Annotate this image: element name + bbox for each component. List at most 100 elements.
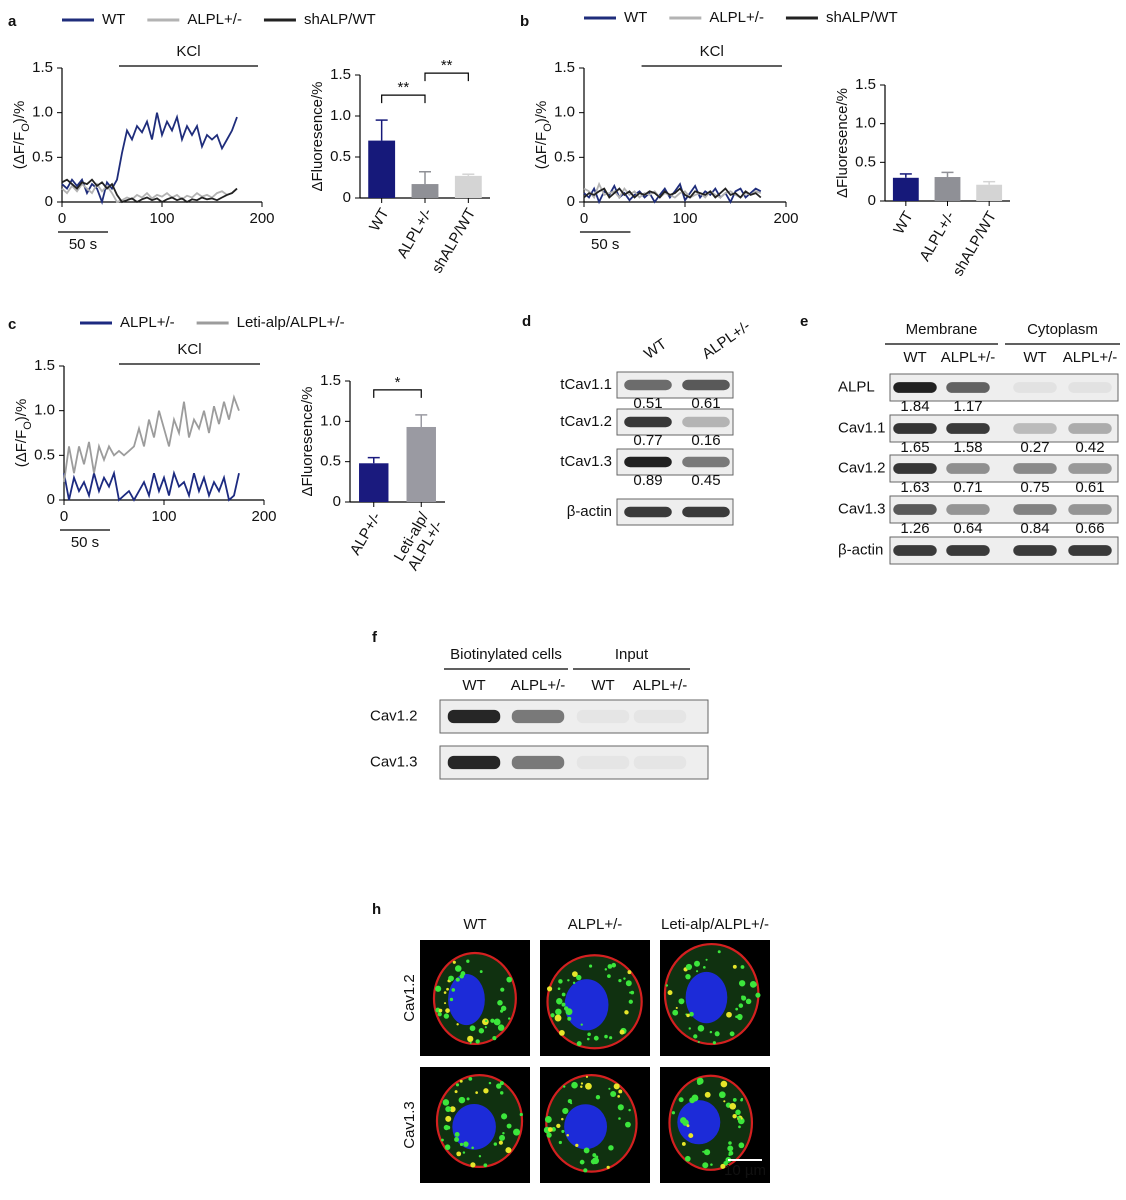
puncta <box>498 1140 503 1145</box>
puncta <box>606 1165 610 1169</box>
puncta <box>736 1013 743 1020</box>
y-tick-label: 1.0 <box>34 402 55 419</box>
puncta <box>709 1030 713 1034</box>
y-tick-label: 1.5 <box>330 66 351 83</box>
puncta <box>506 1123 512 1129</box>
puncta <box>496 1083 502 1089</box>
band-value: 0.66 <box>1075 520 1104 537</box>
scale-bar-label: 50 s <box>71 534 99 551</box>
y-tick-label: 1.0 <box>554 104 575 121</box>
puncta <box>493 1018 501 1026</box>
puncta <box>576 1041 582 1047</box>
puncta <box>595 1095 601 1100</box>
puncta <box>452 960 456 964</box>
row-label: Cav1.3 <box>838 500 886 517</box>
y-axis-title: ΔFluoresence/% <box>299 386 316 496</box>
x-tick-label: Leti-alp/ALPL+/- <box>390 509 447 574</box>
puncta <box>458 1096 466 1104</box>
puncta <box>627 970 632 975</box>
puncta <box>500 1005 507 1012</box>
column-label: WT <box>462 677 485 694</box>
band-value: 0.75 <box>1020 479 1049 496</box>
puncta <box>580 1082 584 1085</box>
blot-band <box>624 416 672 428</box>
puncta <box>475 1039 480 1044</box>
band-value: 0.27 <box>1020 439 1049 456</box>
band-value: 1.17 <box>953 398 982 415</box>
puncta <box>443 1124 450 1131</box>
nucleus <box>448 974 485 1026</box>
band-value: 0.51 <box>633 395 662 412</box>
puncta <box>726 1011 732 1018</box>
puncta <box>685 963 693 971</box>
y-tick-label: 0 <box>333 493 341 510</box>
puncta <box>625 980 632 987</box>
y-tick-label: 0.5 <box>855 153 876 170</box>
puncta <box>579 1159 585 1165</box>
y-tick-label: 1.0 <box>330 107 351 124</box>
blot-band <box>1068 463 1112 474</box>
puncta <box>557 987 561 991</box>
blot-band <box>633 755 687 770</box>
puncta <box>727 1145 734 1152</box>
blot-band <box>682 506 730 518</box>
puncta <box>589 964 593 968</box>
puncta <box>576 974 582 981</box>
puncta <box>478 1155 482 1158</box>
puncta <box>466 959 470 963</box>
blot-band <box>946 382 990 393</box>
blot-band <box>946 463 990 474</box>
row-label: β-actin <box>838 541 883 558</box>
x-tick-label: 0 <box>580 210 588 227</box>
puncta <box>703 966 706 969</box>
y-axis-title: (ΔF/FO)/% <box>533 101 554 170</box>
panel-label: h <box>372 901 381 918</box>
row-label: tCav1.1 <box>560 376 612 393</box>
x-tick-label: 100 <box>672 210 697 227</box>
x-tick-label: shALP/WT <box>429 205 480 276</box>
blot-band <box>576 755 630 770</box>
nucleus <box>685 971 728 1024</box>
puncta <box>623 977 626 980</box>
puncta <box>445 1008 450 1013</box>
puncta <box>678 998 685 1005</box>
nucleus <box>677 1100 721 1145</box>
puncta <box>710 1163 713 1166</box>
puncta <box>694 960 700 967</box>
puncta <box>686 1013 690 1018</box>
band-value: 0.61 <box>691 395 720 412</box>
y-tick-label: 1.0 <box>32 104 53 121</box>
puncta <box>593 1035 599 1041</box>
puncta <box>580 1085 583 1088</box>
scale-bar-label: 50 s <box>69 236 97 253</box>
group-label: Cytoplasm <box>1027 321 1098 338</box>
y-tick-label: 0 <box>45 193 53 210</box>
x-tick-label: ALPL+/- <box>394 205 436 261</box>
puncta <box>613 1083 620 1090</box>
blot-band <box>576 709 630 724</box>
y-tick-label: 1.5 <box>855 76 876 93</box>
puncta <box>497 1024 505 1031</box>
puncta <box>665 984 669 987</box>
puncta <box>446 987 449 991</box>
x-tick-label: WT <box>890 208 916 237</box>
puncta <box>580 1023 583 1026</box>
puncta <box>728 1141 732 1145</box>
puncta <box>723 1161 728 1166</box>
line-series <box>61 178 238 204</box>
puncta <box>562 1107 569 1115</box>
puncta <box>561 1129 565 1133</box>
blot-band <box>893 423 937 434</box>
nucleus <box>564 1104 608 1150</box>
nucleus <box>564 979 609 1031</box>
puncta <box>753 982 757 987</box>
puncta <box>611 962 617 968</box>
band-value: 0.89 <box>633 472 662 489</box>
puncta <box>738 1142 745 1149</box>
band-value: 1.84 <box>900 398 929 415</box>
x-tick-label: 0 <box>58 210 66 227</box>
blot-band <box>893 382 937 393</box>
puncta <box>550 1013 555 1018</box>
line-series <box>583 181 762 200</box>
puncta <box>443 1013 450 1019</box>
